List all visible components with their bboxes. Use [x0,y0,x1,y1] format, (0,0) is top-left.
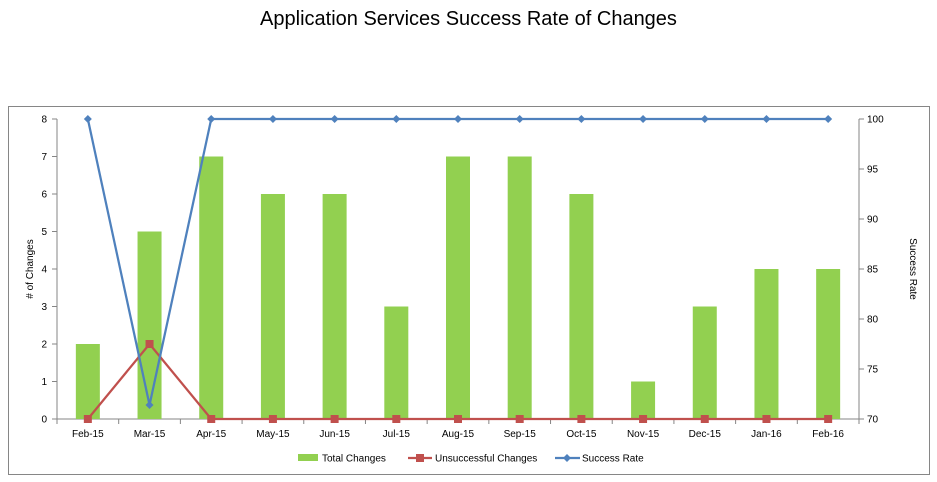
success-rate-marker [392,115,401,123]
chart-title: Application Services Success Rate of Cha… [260,8,677,30]
success-rate-marker [330,115,339,123]
bar [384,306,409,419]
success-rate-marker [824,115,833,123]
y-tick-label: 1 [41,377,47,388]
success-rate-marker [577,115,586,123]
x-tick-label: Jun-15 [319,429,350,440]
bar [199,156,224,419]
bar [816,269,841,419]
unsuccessful-changes-marker [392,415,401,423]
unsuccessful-changes-marker [145,340,154,348]
unsuccessful-changes-marker [762,415,771,423]
unsuccessful-changes-marker [639,415,648,423]
y-tick-label: 3 [41,302,47,313]
x-tick-label: Jul-15 [383,429,411,440]
y2-tick-label: 100 [867,115,884,126]
success-rate-marker [762,115,771,123]
bar [631,381,656,419]
success-rate-marker [207,115,216,123]
y2-tick-label: 75 [867,365,879,376]
x-tick-label: Feb-16 [812,429,844,440]
legend-swatch-total-changes [298,454,318,461]
legend-swatch-unsuccessful-marker [416,454,424,462]
y2-tick-label: 70 [867,415,879,426]
x-tick-label: Sep-15 [504,429,537,440]
unsuccessful-changes-marker [454,415,462,423]
success-rate-marker [700,115,709,123]
y-tick-label: 8 [41,115,47,126]
x-tick-label: Nov-15 [627,429,660,440]
bar [446,156,470,419]
bar [137,231,162,419]
x-tick-label: Feb-15 [72,429,104,440]
y-tick-label: 4 [41,265,47,276]
unsuccessful-changes-marker [515,415,524,423]
success-rate-marker [454,115,462,123]
y2-axis-title: Success Rate [907,238,918,300]
y-axis-title: # of Changes [25,239,36,299]
bar [569,194,594,419]
legend-label-unsuccessful-changes: Unsuccessful Changes [435,454,537,465]
unsuccessful-changes-marker [268,415,277,423]
y2-tick-label: 80 [867,315,879,326]
y-tick-label: 5 [41,227,47,238]
unsuccessful-changes-marker [700,415,709,423]
x-tick-label: Dec-15 [689,429,722,440]
unsuccessful-changes-marker [824,415,833,423]
success-rate-marker [515,115,524,123]
legend: Total Changes Unsuccessful Changes Success… [298,454,644,465]
x-tick-label: Jan-16 [751,429,782,440]
x-tick-label: Oct-15 [566,429,596,440]
x-tick-label: May-15 [256,429,290,440]
y2-tick-label: 85 [867,265,879,276]
bar [260,194,285,419]
success-rate-marker [83,115,92,123]
unsuccessful-changes-marker [83,415,92,423]
x-tick-label: Aug-15 [442,429,475,440]
y2-tick-label: 90 [867,215,879,226]
unsuccessful-changes-marker [577,415,586,423]
bar [507,156,532,419]
y-tick-label: 6 [41,190,47,201]
y2-tick-label: 95 [867,165,879,176]
y-tick-label: 7 [41,152,47,163]
y-tick-label: 0 [41,415,47,426]
success-rate-marker [145,401,154,409]
x-tick-label: Mar-15 [134,429,166,440]
bar [75,344,100,419]
legend-label-total-changes: Total Changes [322,454,386,465]
y-tick-label: 2 [41,340,47,351]
success-rate-marker [639,115,648,123]
bar [322,194,347,419]
legend-swatch-success-marker [563,454,571,462]
legend-label-success-rate: Success Rate [582,454,644,465]
unsuccessful-changes-marker [330,415,339,423]
bar [692,306,717,419]
bar [754,269,779,419]
success-rate-marker [268,115,277,123]
x-tick-label: Apr-15 [196,429,226,440]
unsuccessful-changes-marker [207,415,216,423]
